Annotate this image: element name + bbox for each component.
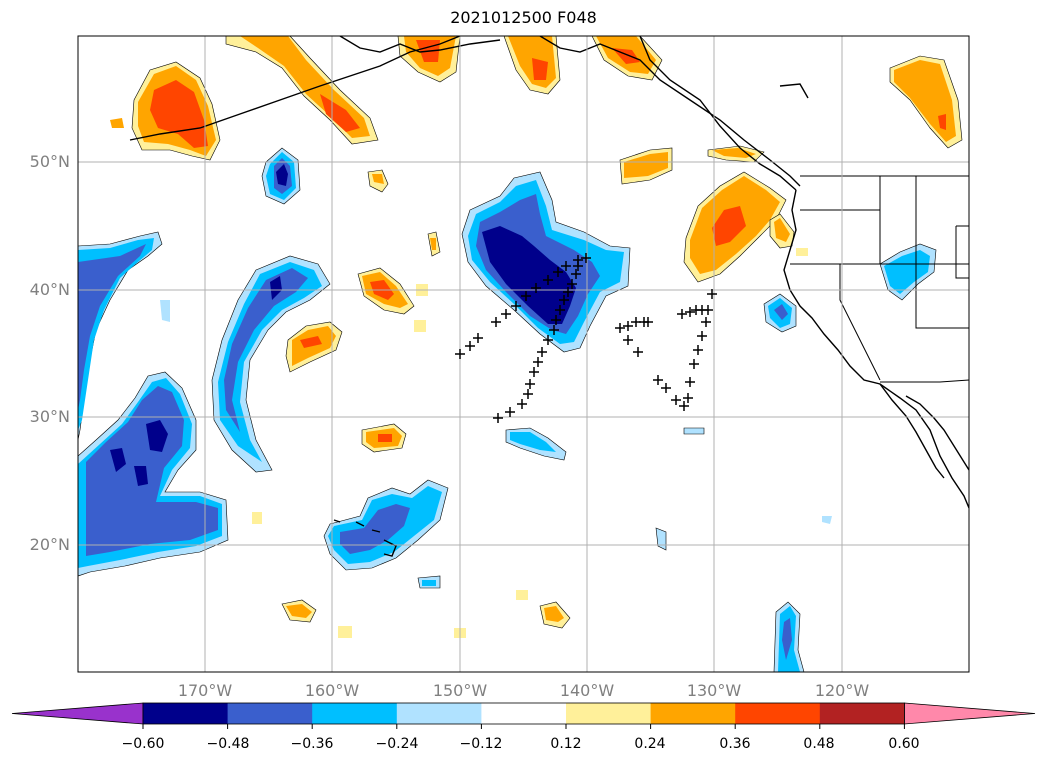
track-marker-plus bbox=[537, 347, 547, 357]
track-marker-plus bbox=[493, 413, 503, 423]
lon-label-140w: 140°W bbox=[547, 681, 627, 700]
track-marker-plus bbox=[523, 389, 533, 399]
lat-label-50: 50°N bbox=[10, 152, 70, 171]
lon-label-150w: 150°W bbox=[420, 681, 500, 700]
colorbar-tick-label: 0.36 bbox=[705, 736, 765, 752]
map-figure bbox=[0, 0, 1047, 763]
colorbar-tick-label: 0.48 bbox=[789, 736, 849, 752]
colorbar-segment bbox=[651, 703, 736, 724]
colorbar-extend-high bbox=[904, 703, 1035, 724]
track-marker-plus bbox=[525, 379, 535, 389]
track-marker-plus bbox=[693, 345, 703, 355]
colorbar bbox=[12, 703, 1035, 729]
lon-label-130w: 130°W bbox=[674, 681, 754, 700]
colorbar-segment bbox=[481, 703, 566, 724]
lat-label-30: 30°N bbox=[10, 407, 70, 426]
track-marker-plus bbox=[685, 307, 695, 317]
track-marker-plus bbox=[529, 367, 539, 377]
lon-label-160w: 160°W bbox=[292, 681, 372, 700]
colorbar-tick-label: 0.12 bbox=[536, 736, 596, 752]
track-marker-plus bbox=[455, 349, 465, 359]
track-marker-plus bbox=[701, 317, 711, 327]
track-marker-plus bbox=[689, 359, 699, 369]
map-plot-area bbox=[78, 36, 969, 672]
track-marker-plus bbox=[505, 407, 515, 417]
track-marker-plus bbox=[653, 375, 663, 385]
track-marker-plus bbox=[517, 399, 527, 409]
colorbar-tick-label: 0.60 bbox=[874, 736, 934, 752]
track-marker-plus bbox=[697, 305, 707, 315]
colorbar-tick-label: −0.36 bbox=[282, 736, 342, 752]
track-marker-plus bbox=[633, 347, 643, 357]
track-marker-plus bbox=[501, 309, 511, 319]
lat-label-20: 20°N bbox=[10, 535, 70, 554]
colorbar-tick-label: −0.24 bbox=[367, 736, 427, 752]
colorbar-tick-label: 0.24 bbox=[620, 736, 680, 752]
colorbar-segment bbox=[566, 703, 651, 724]
lat-label-40: 40°N bbox=[10, 280, 70, 299]
lon-label-120w: 120°W bbox=[802, 681, 882, 700]
track-marker-plus bbox=[685, 377, 695, 387]
colorbar-segment bbox=[143, 703, 228, 724]
track-marker-plus bbox=[677, 309, 687, 319]
colorbar-tick-label: −0.48 bbox=[198, 736, 258, 752]
track-marker-plus bbox=[671, 395, 681, 405]
colorbar-extend-low bbox=[12, 703, 143, 724]
colorbar-segment bbox=[397, 703, 482, 724]
track-marker-plus bbox=[623, 335, 633, 345]
track-marker-plus bbox=[465, 341, 475, 351]
colorbar-segment bbox=[312, 703, 397, 724]
colorbar-tick-label: −0.60 bbox=[113, 736, 173, 752]
track-marker-plus bbox=[473, 333, 483, 343]
colorbar-segment bbox=[735, 703, 820, 724]
track-marker-plus bbox=[697, 331, 707, 341]
colorbar-tick-label: −0.12 bbox=[451, 736, 511, 752]
track-marker-plus bbox=[491, 317, 501, 327]
colorbar-segment bbox=[228, 703, 313, 724]
colorbar-segment bbox=[820, 703, 905, 724]
lon-label-170w: 170°W bbox=[165, 681, 245, 700]
track-marker-plus bbox=[661, 383, 671, 393]
track-marker-plus bbox=[615, 323, 625, 333]
track-marker-plus bbox=[533, 357, 543, 367]
